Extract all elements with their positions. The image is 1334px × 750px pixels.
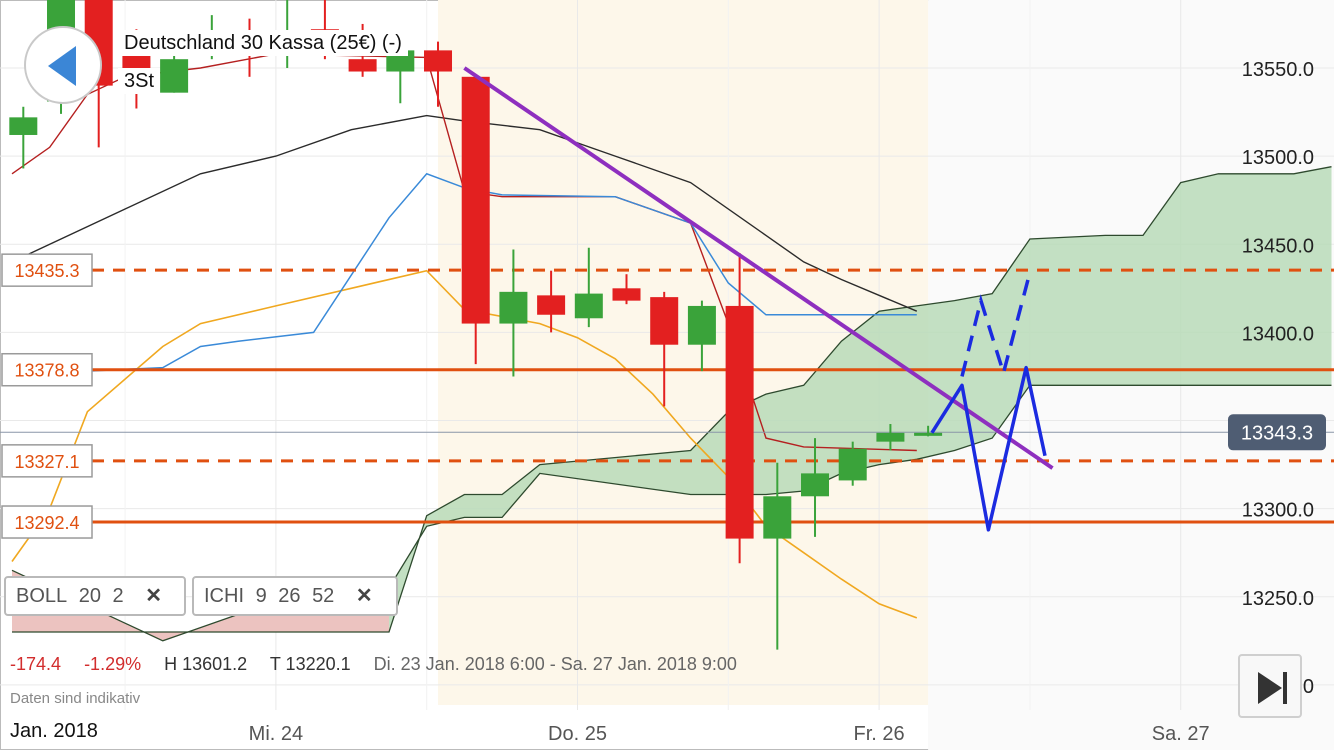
current-price-tag — [1228, 414, 1326, 451]
indicator-param: 9 — [255, 585, 267, 607]
candle-bullish — [838, 448, 867, 481]
skip-to-end-icon — [1258, 672, 1287, 704]
bollinger-lower — [11, 269, 918, 619]
y-axis-tick-label: 13450.0 — [1242, 235, 1314, 257]
high-value: H 13601.2 — [164, 654, 248, 674]
projection-path — [930, 365, 1047, 532]
candle-bearish — [612, 288, 641, 301]
back-button[interactable] — [24, 26, 102, 104]
change-value: -174.4 — [10, 654, 62, 674]
candle-bearish — [650, 297, 679, 345]
ichimoku-cloud-bearish — [12, 570, 389, 641]
interval-label: 3St — [118, 68, 161, 94]
close-icon[interactable]: ✕ — [145, 585, 162, 607]
x-axis-tick-label: Fr. 26 — [854, 723, 905, 745]
level-label-box — [1, 352, 93, 387]
indicator-param: 20 — [78, 585, 101, 607]
bollinger-middle — [11, 114, 918, 312]
candle-bullish — [687, 305, 716, 345]
indicative-note: Daten sind indikativ — [10, 690, 141, 707]
current-price-label: 13343.3 — [1241, 422, 1313, 444]
candle-bullish — [763, 496, 792, 539]
candle-bearish — [537, 295, 566, 315]
back-arrow-icon — [48, 46, 76, 86]
indicator-name: BOLL — [16, 585, 68, 607]
candle-bullish — [801, 473, 830, 497]
price-stats: -174.4 -1.29% H 13601.2 T 13220.1 Di. 23… — [10, 654, 755, 675]
x-axis-tick-label: Do. 25 — [548, 723, 607, 745]
candle-bullish — [876, 432, 905, 442]
level-label-box — [1, 444, 93, 478]
projection-path-dashed — [960, 271, 1032, 380]
indicator-param: 52 — [312, 585, 335, 607]
candle-bullish — [9, 117, 38, 135]
x-axis-tick-label: Mi. 24 — [249, 723, 303, 745]
indicator-chip-boll[interactable]: BOLL 20 2 ✕ — [4, 576, 186, 616]
level-label-box — [1, 253, 93, 287]
y-axis-tick-label: 13500.0 — [1242, 147, 1314, 169]
y-axis-tick-label: 13400.0 — [1242, 323, 1314, 345]
indicator-param: 26 — [278, 585, 301, 607]
candle-bullish — [160, 59, 189, 93]
indicator-chip-ichi[interactable]: ICHI 9 26 52 ✕ — [192, 576, 398, 616]
date-range: Di. 23 Jan. 2018 6:00 - Sa. 27 Jan. 2018… — [373, 654, 737, 674]
scroll-to-end-button[interactable] — [1238, 654, 1302, 718]
indicator-name: ICHI — [204, 585, 244, 607]
close-icon[interactable]: ✕ — [355, 585, 373, 607]
change-percent: -1.29% — [84, 654, 142, 674]
indicator-param: 2 — [112, 585, 124, 607]
level-label: 13378.8 — [14, 361, 79, 381]
low-value: T 13220.1 — [269, 654, 351, 674]
y-axis-tick-label: 13550.0 — [1242, 59, 1314, 81]
candle-bearish — [725, 305, 754, 539]
month-label: Jan. 2018 — [4, 718, 104, 745]
y-axis-tick-label: 13250.0 — [1242, 588, 1314, 610]
y-axis-tick-label: 13300.0 — [1242, 500, 1314, 522]
instrument-title: Deutschland 30 Kassa (25€) (-) — [118, 30, 408, 56]
candle-bearish — [461, 76, 490, 324]
x-axis-tick-label: Sa. 27 — [1152, 723, 1210, 745]
candle-bullish — [914, 432, 943, 436]
trendline — [463, 66, 1054, 470]
candle-bullish — [574, 293, 603, 319]
candle-bullish — [499, 291, 528, 324]
candle-bearish — [424, 50, 453, 72]
level-label: 13327.1 — [14, 452, 79, 472]
level-label: 13292.4 — [14, 513, 79, 533]
level-label: 13435.3 — [14, 261, 79, 281]
cloud-upper-line — [12, 166, 1332, 633]
ichimoku-cloud-bullish — [12, 166, 1332, 641]
level-label-box — [1, 505, 93, 539]
candle-bearish — [348, 59, 377, 72]
